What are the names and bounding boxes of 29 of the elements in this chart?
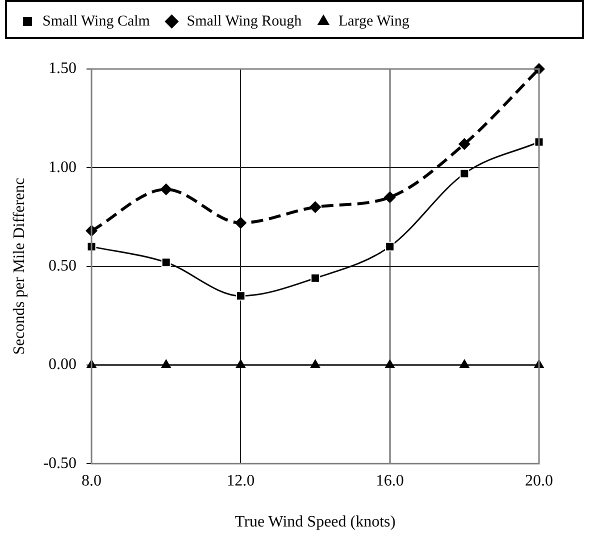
y-tick-label: 1.50 bbox=[48, 60, 77, 78]
point bbox=[309, 201, 322, 214]
point bbox=[234, 216, 247, 229]
y-tick-label: 1.00 bbox=[48, 158, 77, 176]
y-axis-title: Seconds per Mile Differenc bbox=[10, 178, 28, 355]
x-tick-label: 16.0 bbox=[376, 472, 404, 490]
point bbox=[385, 242, 395, 252]
y-tick-label: 0.50 bbox=[48, 258, 77, 275]
legend-label: Small Wing Calm bbox=[42, 13, 150, 30]
y-tick-label: -0.50 bbox=[43, 454, 77, 472]
point bbox=[235, 358, 246, 368]
x-tick-label: 12.0 bbox=[226, 472, 255, 490]
point bbox=[384, 191, 396, 204]
legend-label: Large Wing bbox=[338, 13, 410, 30]
point bbox=[160, 183, 172, 196]
x-axis-title: True Wind Speed (knots) bbox=[234, 514, 396, 531]
point bbox=[459, 358, 470, 368]
point bbox=[236, 291, 246, 301]
point bbox=[384, 358, 396, 368]
point bbox=[160, 358, 172, 368]
legend-label: Small Wing Rough bbox=[186, 13, 302, 30]
point bbox=[460, 168, 470, 178]
x-tick-label: 20.0 bbox=[525, 472, 553, 490]
y-tick-label: 0.00 bbox=[48, 356, 77, 374]
point bbox=[310, 273, 320, 283]
point bbox=[458, 138, 470, 150]
x-tick-label: 8.0 bbox=[82, 472, 102, 490]
point bbox=[310, 358, 320, 368]
point bbox=[161, 258, 171, 268]
